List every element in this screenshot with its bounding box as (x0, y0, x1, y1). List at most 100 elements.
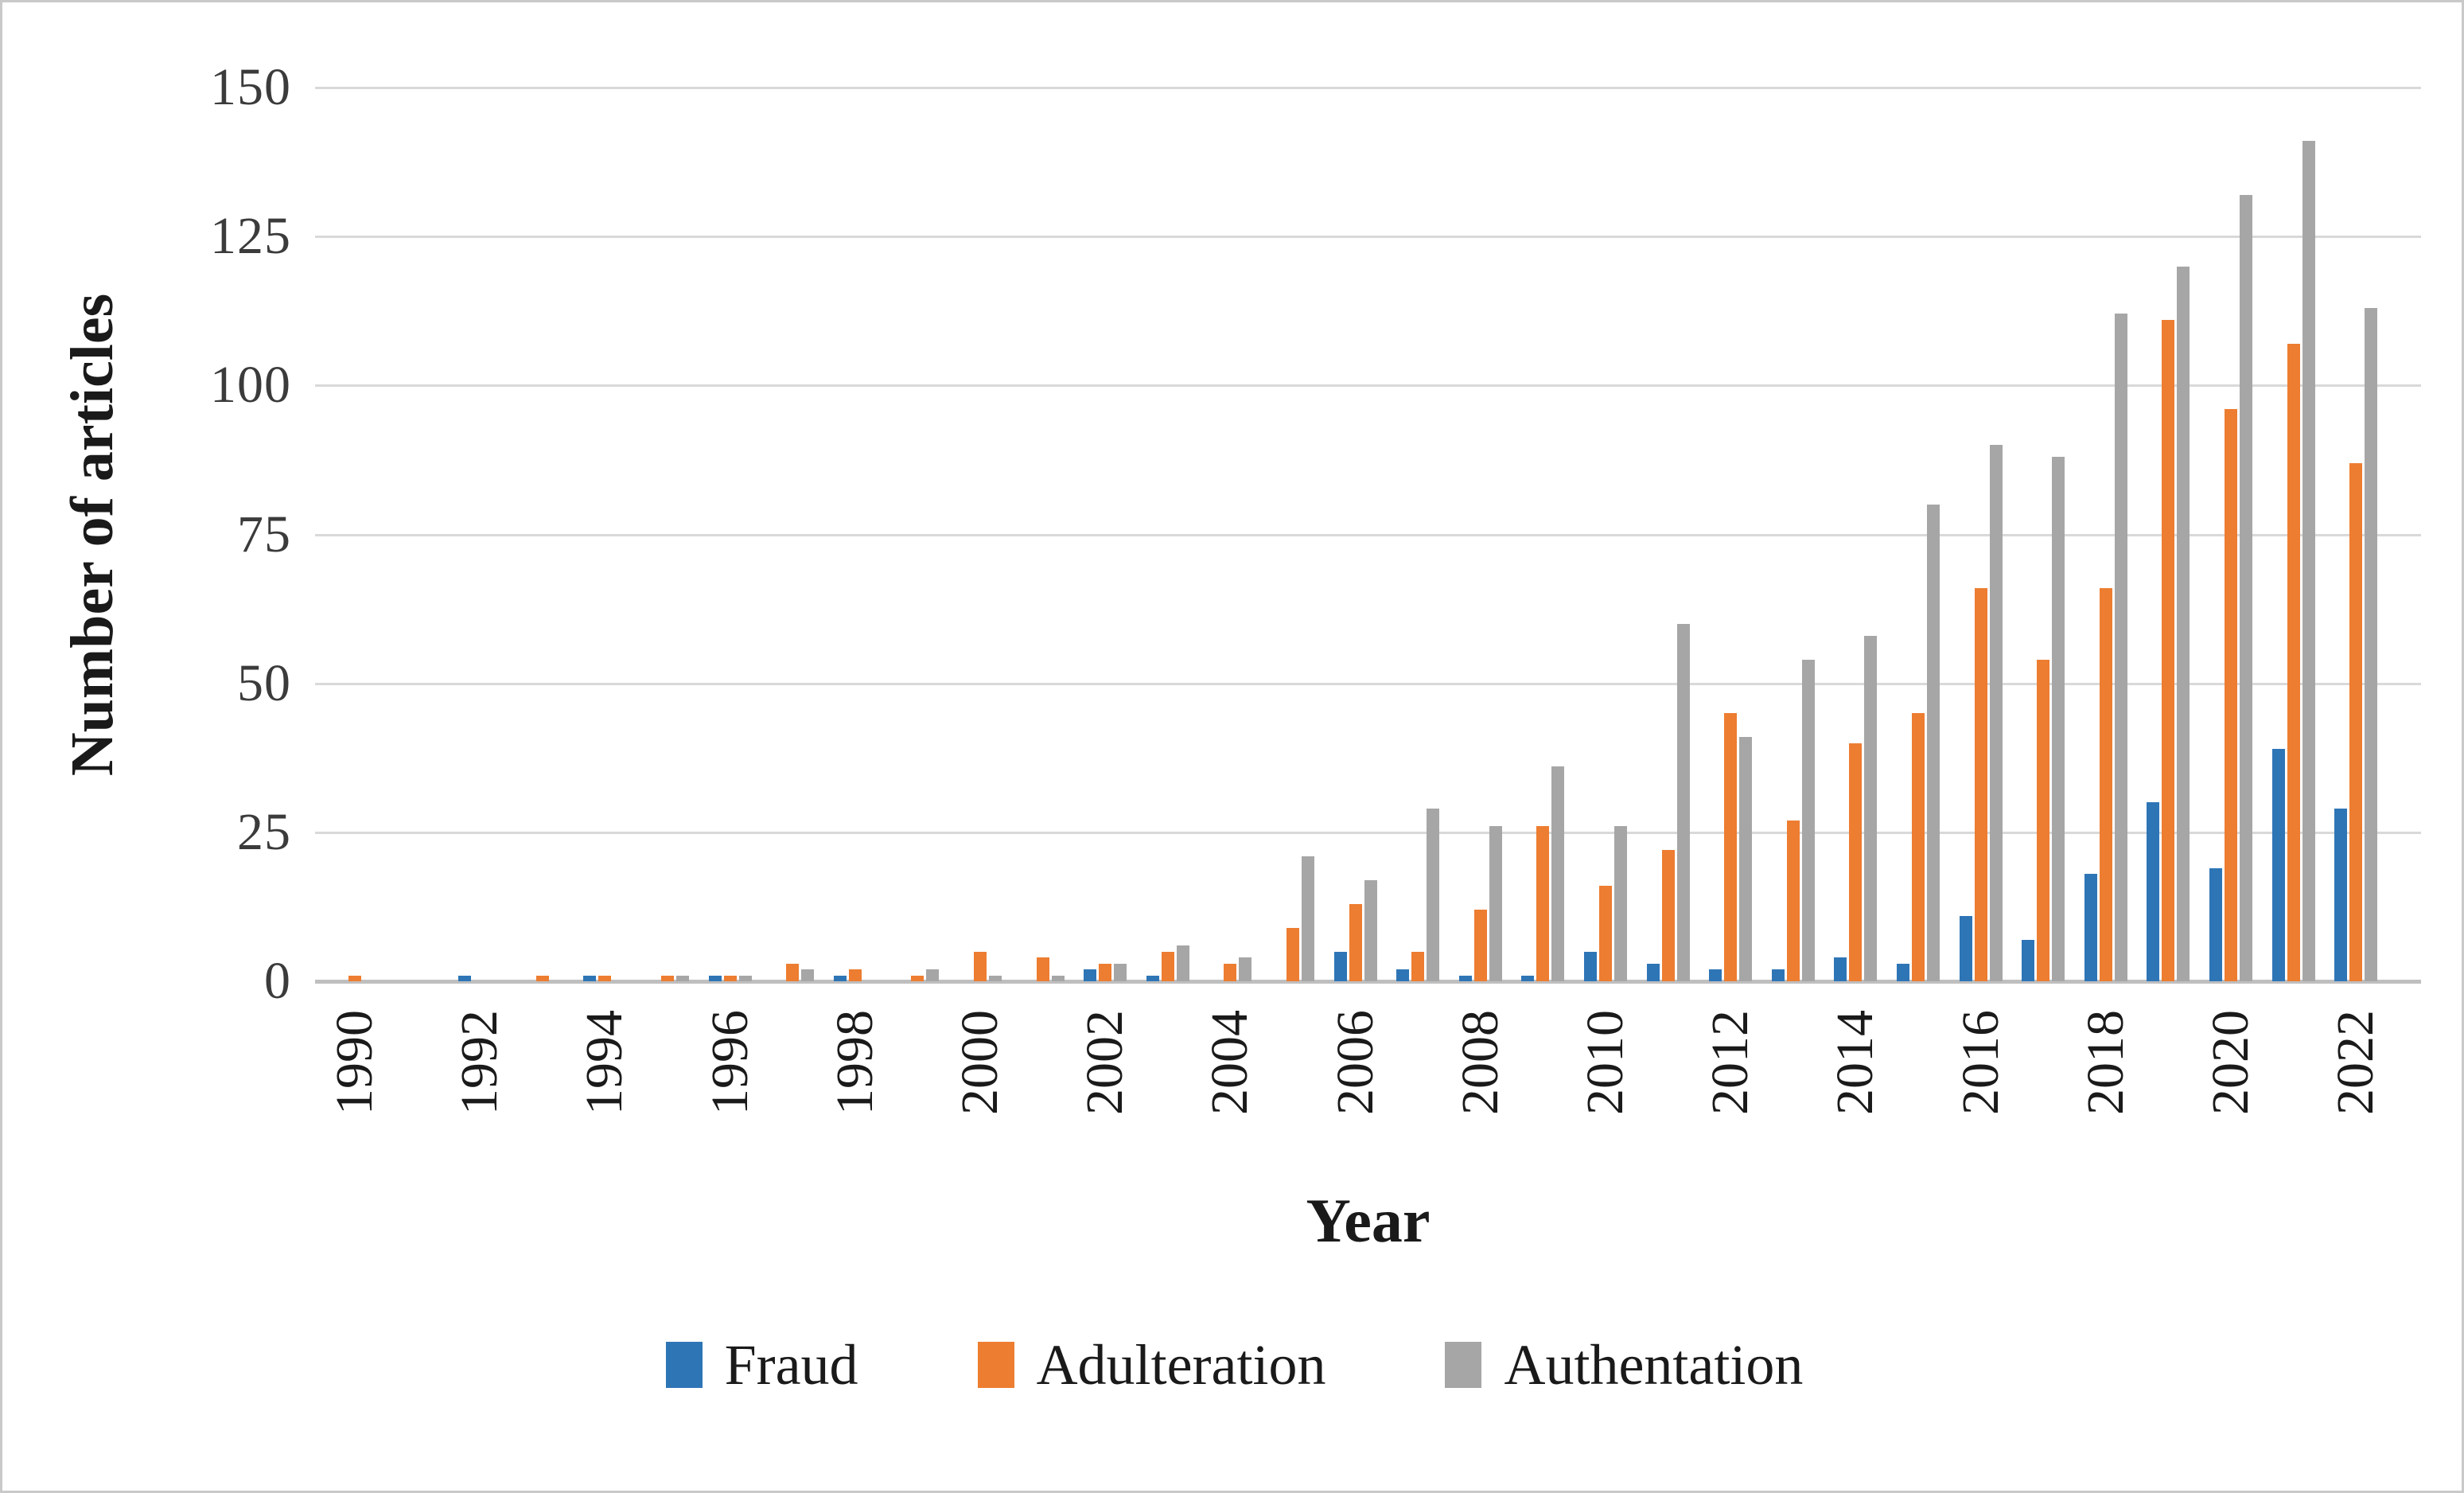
legend: Fraud Adulteration Authentation (2, 1333, 2462, 1397)
bar-authentation-2020 (2240, 194, 2252, 981)
bar-authentation-2015 (1927, 505, 1940, 981)
bar-adulteration-2001 (1036, 957, 1049, 981)
gridline-75 (315, 533, 2421, 536)
gridline-125 (315, 236, 2421, 239)
bar-fraud-2006 (1333, 951, 1347, 981)
x-tick-label-1996: 1996 (700, 1010, 759, 1115)
x-tick-label-2008: 2008 (1450, 1010, 1509, 1115)
y-tick-label-100: 100 (210, 356, 291, 415)
gridline-50 (315, 682, 2421, 685)
x-tick-label-1994: 1994 (575, 1010, 634, 1115)
x-tick-label-2022: 2022 (2326, 1010, 2385, 1115)
x-tick-label-2010: 2010 (1576, 1010, 1634, 1115)
bar-fraud-2007 (1396, 969, 1410, 981)
bar-authentation-2013 (1801, 659, 1815, 981)
bar-fraud-2019 (2147, 802, 2160, 981)
bar-authentation-2017 (2052, 457, 2065, 981)
bar-fraud-2015 (1897, 963, 1909, 981)
bar-authentation-1996 (738, 975, 752, 981)
x-tick-label-1992: 1992 (450, 1010, 509, 1115)
bar-adulteration-2021 (2287, 343, 2300, 981)
bar-fraud-2002 (1084, 969, 1097, 981)
x-tick-label-2000: 2000 (951, 1010, 1009, 1115)
bar-adulteration-2015 (1912, 713, 1925, 981)
x-tick-label-2018: 2018 (2076, 1010, 2135, 1115)
bar-adulteration-2019 (2162, 319, 2175, 981)
x-tick-label-2002: 2002 (1076, 1010, 1135, 1115)
legend-label-authentation: Authentation (1504, 1333, 1804, 1397)
y-tick-label-75: 75 (237, 505, 291, 563)
legend-swatch-fraud (665, 1342, 703, 1388)
bar-adulteration-2013 (1786, 820, 1800, 981)
legend-label-fraud: Fraud (724, 1333, 858, 1397)
x-tick-label-1990: 1990 (325, 1010, 383, 1115)
bar-adulteration-2008 (1473, 910, 1487, 981)
bar-authentation-1997 (801, 969, 815, 981)
bar-adulteration-2018 (2099, 587, 2112, 981)
bar-authentation-2022 (2365, 308, 2378, 981)
bar-adulteration-2004 (1224, 963, 1237, 981)
bar-adulteration-1998 (848, 969, 862, 981)
legend-swatch-authentation (1445, 1342, 1482, 1388)
bar-fraud-2011 (1646, 963, 1660, 981)
bar-adulteration-1993 (535, 975, 549, 981)
x-tick-label-2020: 2020 (2201, 1010, 2260, 1115)
y-tick-label-150: 150 (210, 58, 291, 116)
bar-fraud-2008 (1458, 975, 1472, 981)
y-axis-title: Number of articles (59, 293, 126, 776)
bar-authentation-2002 (1114, 963, 1127, 981)
bar-authentation-2011 (1676, 623, 1690, 981)
bar-fraud-2020 (2209, 867, 2222, 981)
bar-adulteration-1990 (348, 975, 361, 981)
x-axis-title: Year (1306, 1186, 1431, 1255)
bar-adulteration-2016 (1974, 587, 1987, 981)
bar-fraud-1992 (458, 975, 472, 981)
legend-item-authentation: Authentation (1445, 1333, 1803, 1397)
bar-fraud-1996 (708, 975, 722, 981)
bar-adulteration-2007 (1411, 951, 1425, 981)
bar-adulteration-2011 (1661, 850, 1675, 981)
bar-adulteration-2012 (1724, 713, 1738, 981)
x-axis-line (315, 980, 2421, 984)
bar-authentation-2009 (1551, 766, 1565, 981)
bar-fraud-2013 (1771, 969, 1785, 981)
bar-authentation-2005 (1302, 856, 1314, 981)
bar-adulteration-1995 (661, 975, 674, 981)
bar-adulteration-2010 (1599, 886, 1612, 981)
bar-authentation-2010 (1614, 826, 1627, 981)
bar-authentation-2000 (989, 975, 1002, 981)
bar-authentation-2012 (1739, 737, 1753, 981)
legend-swatch-adulteration (977, 1342, 1014, 1388)
x-tick-label-2012: 2012 (1701, 1010, 1760, 1115)
bar-authentation-2001 (1051, 975, 1065, 981)
x-tick-label-1998: 1998 (825, 1010, 884, 1115)
y-tick-label-25: 25 (237, 802, 291, 861)
bar-fraud-2018 (2084, 874, 2097, 981)
legend-item-fraud: Fraud (665, 1333, 858, 1397)
bar-adulteration-2003 (1161, 951, 1174, 981)
bar-adulteration-1999 (911, 975, 924, 981)
bar-adulteration-2017 (2037, 659, 2050, 981)
gridline-150 (315, 87, 2421, 89)
bar-adulteration-1994 (598, 975, 612, 981)
bar-adulteration-2006 (1349, 903, 1362, 981)
bar-authentation-2019 (2177, 266, 2190, 981)
bar-fraud-2003 (1146, 975, 1159, 981)
gridline-25 (315, 831, 2421, 834)
gridline-100 (315, 384, 2421, 388)
x-tick-label-2014: 2014 (1826, 1010, 1885, 1115)
legend-item-adulteration: Adulteration (977, 1333, 1326, 1397)
legend-label-adulteration: Adulteration (1036, 1333, 1326, 1397)
bar-adulteration-2022 (2349, 462, 2363, 981)
bar-authentation-2018 (2114, 314, 2127, 981)
bar-fraud-2014 (1834, 957, 1847, 981)
bar-fraud-1998 (833, 975, 847, 981)
bar-fraud-2009 (1521, 975, 1535, 981)
bar-fraud-2016 (1959, 915, 1972, 981)
bar-fraud-2012 (1709, 969, 1722, 981)
bar-adulteration-2002 (1099, 963, 1112, 981)
y-tick-label-125: 125 (210, 207, 291, 266)
bar-authentation-2021 (2302, 141, 2315, 981)
bar-adulteration-1996 (723, 975, 737, 981)
